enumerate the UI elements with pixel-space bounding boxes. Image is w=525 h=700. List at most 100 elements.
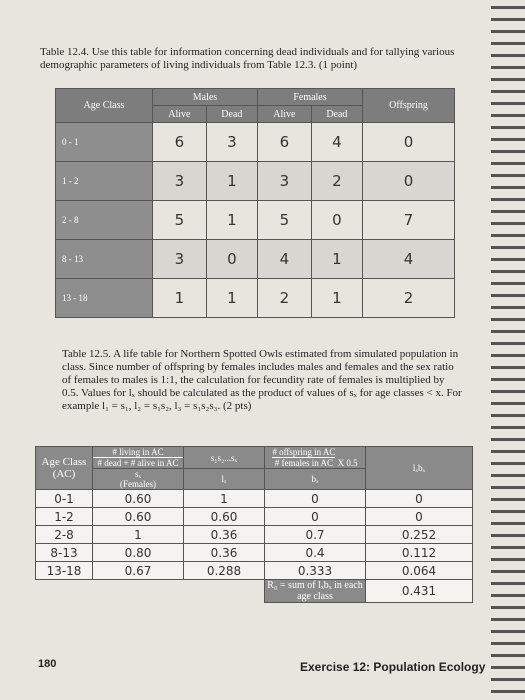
cell: 0	[205, 239, 258, 279]
table: Age Class (AC) # living in AC # dead + # …	[35, 446, 473, 603]
cell: 0.288	[183, 561, 265, 580]
cell: 0.333	[264, 561, 366, 580]
header-row: sₓ (Females) lₓ bₓ	[36, 468, 473, 490]
cell: 0.60	[92, 507, 184, 526]
cell: 4	[256, 239, 312, 279]
sx: sₓ	[134, 469, 142, 479]
cell: 0.112	[365, 543, 473, 562]
chapter-title: Exercise 12: Population Ecology	[300, 660, 486, 674]
numerator: # living in AC	[93, 447, 183, 458]
header: Age Class	[55, 88, 153, 123]
cell: 1	[205, 200, 258, 240]
summary-row: R₀ = sum of lₓbₓ in each age class 0.431	[36, 579, 473, 603]
denominator: # females in AC	[274, 458, 333, 468]
cell: 0.252	[365, 525, 473, 544]
age-class: 2 - 8	[55, 200, 153, 240]
cell: 0	[365, 507, 473, 526]
header-row: Age Class Males Females Offspring	[55, 88, 456, 123]
header: Alive	[256, 105, 312, 123]
cell: 0	[264, 489, 366, 508]
cell: 3	[256, 161, 312, 201]
age-class: 13-18	[35, 561, 93, 580]
row: 2-8 1 0.36 0.7 0.252	[35, 525, 473, 544]
cell: 1	[151, 278, 207, 318]
row: 1-2 0.60 0.60 0 0	[35, 507, 473, 526]
cell: 2	[310, 161, 363, 201]
cell: 2	[256, 278, 312, 318]
cell: 0.60	[92, 489, 184, 508]
header: Males	[151, 88, 258, 106]
cell: 2	[361, 278, 456, 318]
cell: 0	[310, 200, 363, 240]
multiplier: X 0.5	[337, 458, 358, 468]
denominator: # dead + # alive in AC	[97, 458, 179, 468]
cell: 1	[92, 525, 184, 544]
cell: 7	[361, 200, 456, 240]
caption: Table 12.4. Use this table for informati…	[40, 46, 455, 71]
header: Dead	[310, 105, 363, 123]
cell: 1	[310, 239, 363, 279]
age-class: 2-8	[35, 525, 93, 544]
row: 8 - 13 3 0 4 1 4	[55, 239, 456, 279]
cell: 0	[361, 122, 456, 162]
header-row: Age Class (AC) # living in AC # dead + # …	[35, 446, 473, 490]
cell: 0.36	[183, 543, 265, 562]
age-class: 1 - 2	[55, 161, 153, 201]
header: Offspring	[361, 88, 456, 123]
header: s₁s₂...sₓ	[183, 446, 265, 469]
header: Dead	[205, 105, 258, 123]
age-class: 0-1	[35, 489, 93, 508]
cell: 0.4	[264, 543, 366, 562]
cell: 0	[361, 161, 456, 201]
cell: 4	[361, 239, 456, 279]
cell: 0	[365, 489, 473, 508]
cell: 6	[256, 122, 312, 162]
cell: 0	[264, 507, 366, 526]
age-class: 8 - 13	[55, 239, 153, 279]
page-number: 180	[38, 658, 57, 670]
cell: 5	[256, 200, 312, 240]
cell: 6	[151, 122, 207, 162]
header: Females	[256, 88, 363, 106]
cell: 5	[151, 200, 207, 240]
table: Age Class Males Females Offspring Alive …	[55, 88, 456, 318]
header: bₓ	[264, 468, 366, 490]
cell: 0.7	[264, 525, 366, 544]
summary-value: 0.431	[365, 579, 473, 603]
cell: 1	[310, 278, 363, 318]
caption: Table 12.5. A life table for Northern Sp…	[62, 348, 462, 412]
cell: 0.60	[183, 507, 265, 526]
header: sₓ (Females)	[92, 468, 184, 490]
cell: 3	[205, 122, 258, 162]
cell: 3	[151, 161, 207, 201]
spacer	[36, 580, 265, 603]
header: lₓbₓ	[365, 446, 473, 490]
header: # offspring in AC # females in AC X 0.5	[264, 446, 366, 469]
row: 13 - 18 1 1 2 1 2	[55, 278, 456, 318]
summary-label: R₀ = sum of lₓbₓ in each age class	[264, 579, 366, 603]
cell: 1	[183, 489, 265, 508]
cell: 0.67	[92, 561, 184, 580]
age-class: 1-2	[35, 507, 93, 526]
row: 0-1 0.60 1 0 0	[35, 489, 473, 508]
header: # living in AC # dead + # alive in AC	[92, 446, 184, 469]
cell: 3	[151, 239, 207, 279]
header: Age Class (AC)	[35, 446, 93, 490]
row: 8-13 0.80 0.36 0.4 0.112	[35, 543, 473, 562]
row: 13-18 0.67 0.288 0.333 0.064	[35, 561, 473, 580]
cell: 1	[205, 161, 258, 201]
cell: 0.36	[183, 525, 265, 544]
cell: 0.064	[365, 561, 473, 580]
cell: 4	[310, 122, 363, 162]
header: Alive	[151, 105, 207, 123]
header: lₓ	[183, 468, 265, 490]
cell: 0.80	[92, 543, 184, 562]
spiral-binding	[491, 0, 525, 700]
cell: 1	[205, 278, 258, 318]
age-class: 0 - 1	[55, 122, 153, 162]
females: (Females)	[120, 479, 156, 489]
